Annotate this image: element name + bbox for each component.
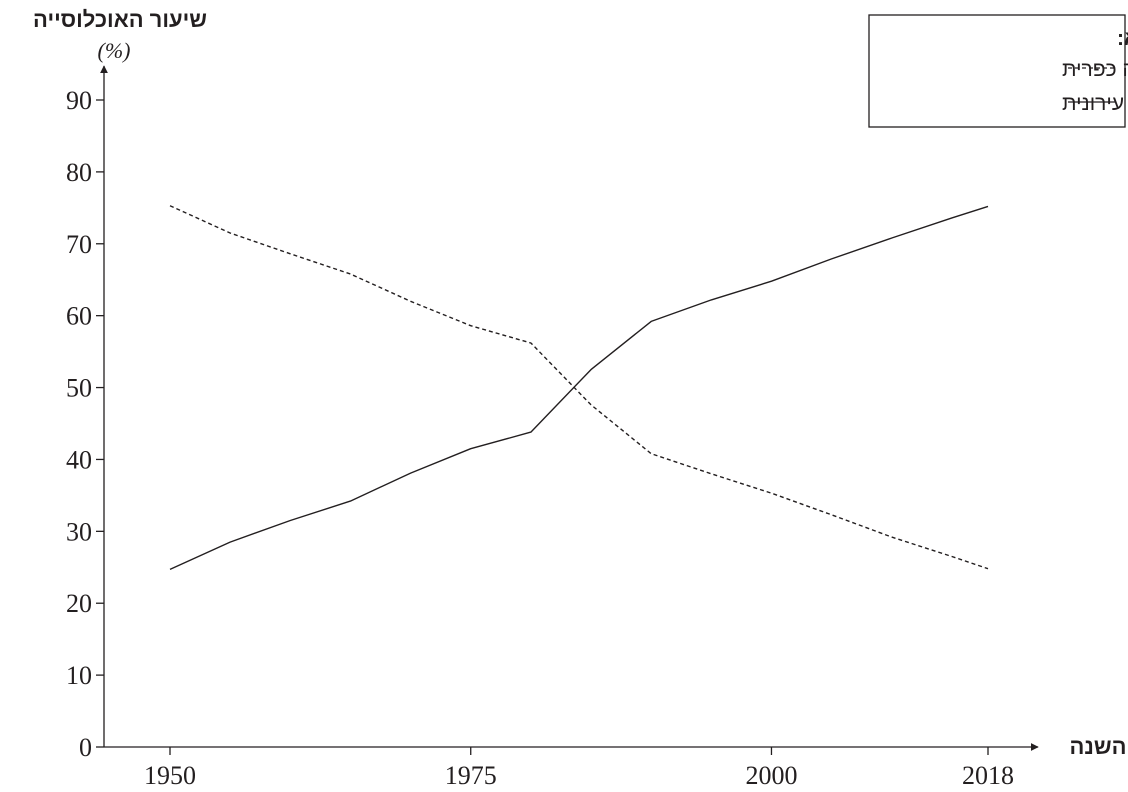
y-ticks: 0 10 20 30 40 50 60 70 80 90 (66, 86, 104, 762)
y-axis-title: שיעור האוכלוסייה (33, 7, 207, 32)
y-tick-label: 60 (66, 302, 92, 331)
series-line-rural (169, 205, 989, 570)
y-tick-label: 10 (66, 661, 92, 690)
y-tick-label: 70 (66, 230, 92, 259)
legend-title: מקרא: (1117, 27, 1128, 50)
y-tick-label: 50 (66, 374, 92, 403)
y-axis-unit: (%) (98, 38, 131, 63)
x-tick-label: 2000 (745, 761, 797, 790)
legend: מקרא: אוכלוסייה כפרית אוכלוסייה עירונית (868, 14, 1128, 128)
legend-box (868, 14, 1126, 128)
x-ticks: 1950 1975 2000 2018 (144, 747, 1014, 790)
x-axis-title: השנה (1070, 734, 1127, 759)
y-tick-label: 30 (66, 517, 92, 546)
series-line-urban (169, 205, 989, 571)
legend-label-rural: אוכלוסייה כפרית (1062, 58, 1128, 81)
y-tick-label: 40 (66, 445, 92, 474)
y-tick-label: 80 (66, 158, 92, 187)
x-tick-label: 2018 (962, 761, 1014, 790)
y-tick-label: 90 (66, 86, 92, 115)
legend-label-urban: אוכלוסייה עירונית (1062, 92, 1128, 115)
series-lines (169, 205, 989, 571)
x-tick-label: 1950 (144, 761, 196, 790)
x-tick-label: 1975 (445, 761, 497, 790)
y-tick-label: 0 (79, 733, 92, 762)
y-tick-label: 20 (66, 589, 92, 618)
